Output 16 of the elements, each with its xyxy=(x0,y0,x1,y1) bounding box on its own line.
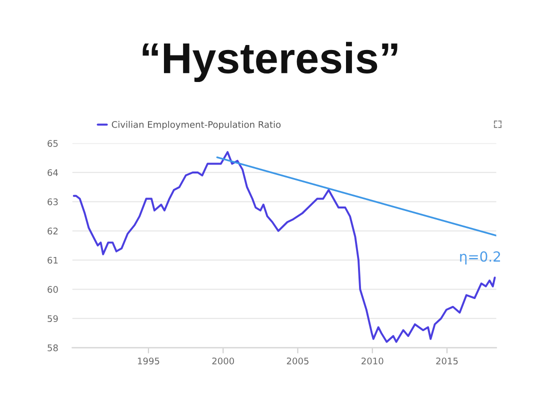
y-tick-label: 65 xyxy=(48,140,58,147)
y-tick-label: 64 xyxy=(48,169,58,176)
y-tick-label: 58 xyxy=(48,344,58,352)
chart-title: “Hysteresis” xyxy=(142,42,398,82)
x-tick-label: 2010 xyxy=(362,358,384,364)
y-tick-label: 63 xyxy=(48,198,58,206)
y-tick-label: 61 xyxy=(48,256,58,264)
y-tick-label: 59 xyxy=(48,315,58,322)
x-tick-label: 2005 xyxy=(286,358,308,364)
annotation: η=0.2 xyxy=(460,251,500,264)
x-tick-label: 2000 xyxy=(212,358,234,364)
x-tick-label: 2015 xyxy=(436,358,458,364)
x-tick-label: 1995 xyxy=(138,358,160,364)
y-tick-label: 62 xyxy=(48,228,58,234)
legend-label: Civilian Employment-Population Ratio xyxy=(112,120,281,130)
y-tick-label: 60 xyxy=(48,286,58,293)
